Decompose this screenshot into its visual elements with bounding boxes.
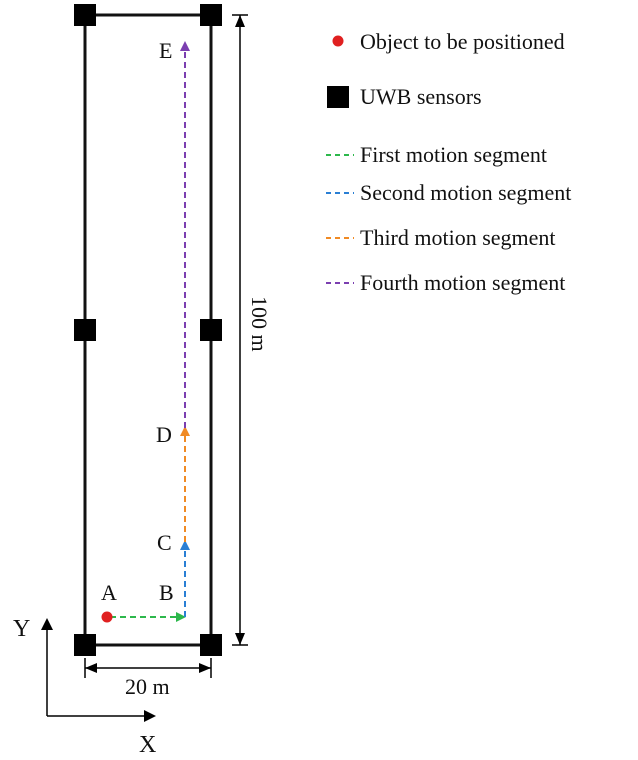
legend: Object to be positioned UWB sensors Firs… [326,29,571,295]
uwb-sensor [200,634,222,656]
height-dimension-arrow-top [235,15,245,27]
uwb-sensor [74,4,96,26]
legend-seg3-label: Third motion segment [360,225,556,250]
field-boundary [83,13,213,647]
point-label-b: B [159,580,174,605]
point-label-a: A [101,580,117,605]
legend-object-label: Object to be positioned [360,29,565,54]
uwb-sensor [74,319,96,341]
uwb-sensor [200,319,222,341]
uwb-sensor [200,4,222,26]
legend-sensor-marker [327,86,349,108]
legend-seg1-label: First motion segment [360,142,547,167]
width-dimension-arrow-right [199,663,211,673]
uwb-sensor [74,634,96,656]
point-label-e: E [159,38,172,63]
point-label-c: C [157,530,172,555]
legend-seg2-label: Second motion segment [360,180,571,205]
width-dimension-arrow-left [85,663,97,673]
y-axis-label: Y [13,616,30,642]
height-dimension-label: 100 m [247,296,272,352]
legend-object-marker [332,35,344,47]
height-dimension-arrow-bottom [235,633,245,645]
legend-sensor-label: UWB sensors [360,84,482,109]
x-axis-label: X [139,732,156,758]
legend-seg4-label: Fourth motion segment [360,270,565,295]
width-dimension-label: 20 m [125,674,170,699]
object-point [101,611,113,623]
point-label-d: D [156,422,172,447]
